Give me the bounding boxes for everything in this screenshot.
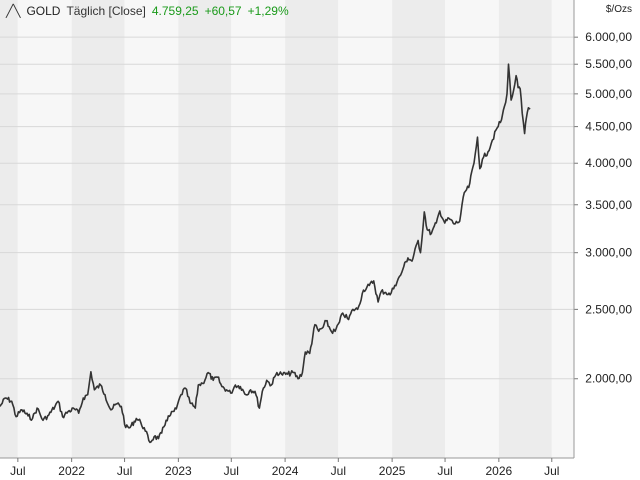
y-tick-label: 6.000,00 xyxy=(585,30,632,44)
x-tick-label: Jul xyxy=(331,464,346,478)
x-tick-label: 2025 xyxy=(379,464,406,478)
x-tick-label: Jul xyxy=(10,464,25,478)
chart-legend: ╱╲ GOLD Täglich [Close] 4.759,25 +60,57 … xyxy=(6,4,289,18)
x-tick-label: 2022 xyxy=(58,464,85,478)
y-tick-label: 5.000,00 xyxy=(585,87,632,101)
x-tick-label: Jul xyxy=(437,464,452,478)
price-change-percent: +1,29% xyxy=(247,4,289,18)
period-band xyxy=(71,0,125,458)
y-tick-label: 3.500,00 xyxy=(585,198,632,212)
line-chart-icon: ╱╲ xyxy=(6,4,21,18)
last-price: 4.759,25 xyxy=(151,4,199,18)
x-tick-label: 2024 xyxy=(272,464,299,478)
x-axis: Jul 2022 Jul 2023 Jul 2024 Jul 2025 Jul 2026 Jul xyxy=(0,457,574,478)
period-band xyxy=(124,0,179,458)
period-band xyxy=(338,0,393,458)
x-tick-label: 2023 xyxy=(165,464,192,478)
y-tick-label: 4.000,00 xyxy=(585,156,632,170)
x-tick-label: Jul xyxy=(224,464,239,478)
grid-lines xyxy=(0,36,574,380)
x-tick-label: Jul xyxy=(544,464,559,478)
y-tick-label: 4.500,00 xyxy=(585,120,632,134)
period-band xyxy=(445,0,499,458)
period-bands xyxy=(0,0,574,458)
series-line-group xyxy=(0,63,531,444)
unit-label: $/Ozs xyxy=(605,4,632,15)
y-tick-label: 5.500,00 xyxy=(585,57,632,71)
x-tick-label: 2026 xyxy=(485,464,512,478)
period-band xyxy=(285,0,339,458)
period-band xyxy=(0,0,18,458)
y-axis: 2.000,00 2.500,00 3.000,00 3.500,00 4.000,00… xyxy=(573,0,632,458)
period-band xyxy=(551,0,574,458)
price-change: +60,57 xyxy=(204,4,242,18)
gold-price-line xyxy=(0,63,531,444)
y-tick-label: 2.500,00 xyxy=(585,302,632,316)
y-tick-label: 2.000,00 xyxy=(585,372,632,386)
y-tick-label: 3.000,00 xyxy=(585,246,632,260)
period-band xyxy=(231,0,286,458)
instrument-name: GOLD xyxy=(26,4,61,18)
period-band xyxy=(392,0,446,458)
x-tick-label: Jul xyxy=(117,464,132,478)
period-band xyxy=(17,0,72,458)
period-band xyxy=(498,0,552,458)
frequency-label: Täglich [Close] xyxy=(66,4,146,18)
